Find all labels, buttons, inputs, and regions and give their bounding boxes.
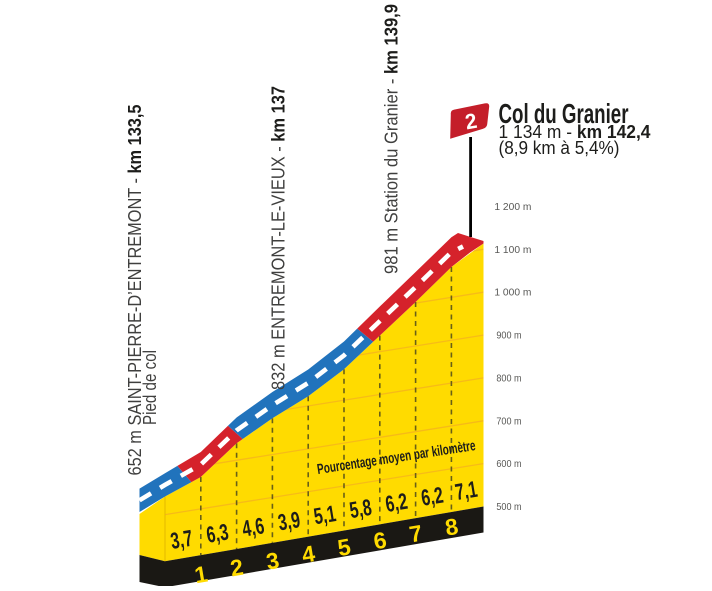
svg-text:7: 7 xyxy=(407,520,424,548)
svg-text:5,8: 5,8 xyxy=(348,494,374,523)
svg-text:6,2: 6,2 xyxy=(383,488,409,517)
svg-text:1 134 m - km 142,4: 1 134 m - km 142,4 xyxy=(499,122,651,142)
svg-text:1 000 m: 1 000 m xyxy=(494,287,531,299)
svg-text:3: 3 xyxy=(264,547,281,575)
svg-text:600 m: 600 m xyxy=(496,458,521,470)
svg-text:4,6: 4,6 xyxy=(240,512,266,541)
svg-text:6,3: 6,3 xyxy=(204,518,230,547)
svg-text:2: 2 xyxy=(463,109,479,135)
svg-text:5,1: 5,1 xyxy=(312,500,338,529)
svg-text:1: 1 xyxy=(193,560,210,586)
svg-text:8: 8 xyxy=(443,513,460,541)
svg-text:6: 6 xyxy=(372,527,389,555)
svg-text:5: 5 xyxy=(336,533,353,561)
svg-text:6,2: 6,2 xyxy=(419,482,445,511)
svg-text:981 m Station du Granier - km: 981 m Station du Granier - km 139,9 xyxy=(382,4,402,274)
svg-text:652 m SAINT-PIERRE-D’ENTREMONT: 652 m SAINT-PIERRE-D’ENTREMONT - km 133,… xyxy=(125,105,145,476)
svg-text:500 m: 500 m xyxy=(496,501,521,513)
svg-text:800 m: 800 m xyxy=(496,372,521,384)
svg-text:Col du Granier: Col du Granier xyxy=(499,98,629,129)
svg-text:Pied de col: Pied de col xyxy=(140,350,160,425)
svg-text:900 m: 900 m xyxy=(496,330,521,342)
svg-text:3,7: 3,7 xyxy=(169,525,195,554)
svg-text:3,9: 3,9 xyxy=(276,506,302,535)
svg-text:700 m: 700 m xyxy=(496,415,521,427)
svg-text:1 100 m: 1 100 m xyxy=(494,244,531,256)
svg-text:2: 2 xyxy=(228,554,245,582)
svg-text:4: 4 xyxy=(300,540,317,568)
svg-text:7,1: 7,1 xyxy=(453,476,479,505)
svg-text:832 m ENTREMONT-LE-VIEUX - km: 832 m ENTREMONT-LE-VIEUX - km 137 xyxy=(269,86,289,390)
svg-text:1 200 m: 1 200 m xyxy=(494,201,531,213)
svg-text:(8,9 km à 5,4%): (8,9 km à 5,4%) xyxy=(499,138,620,158)
